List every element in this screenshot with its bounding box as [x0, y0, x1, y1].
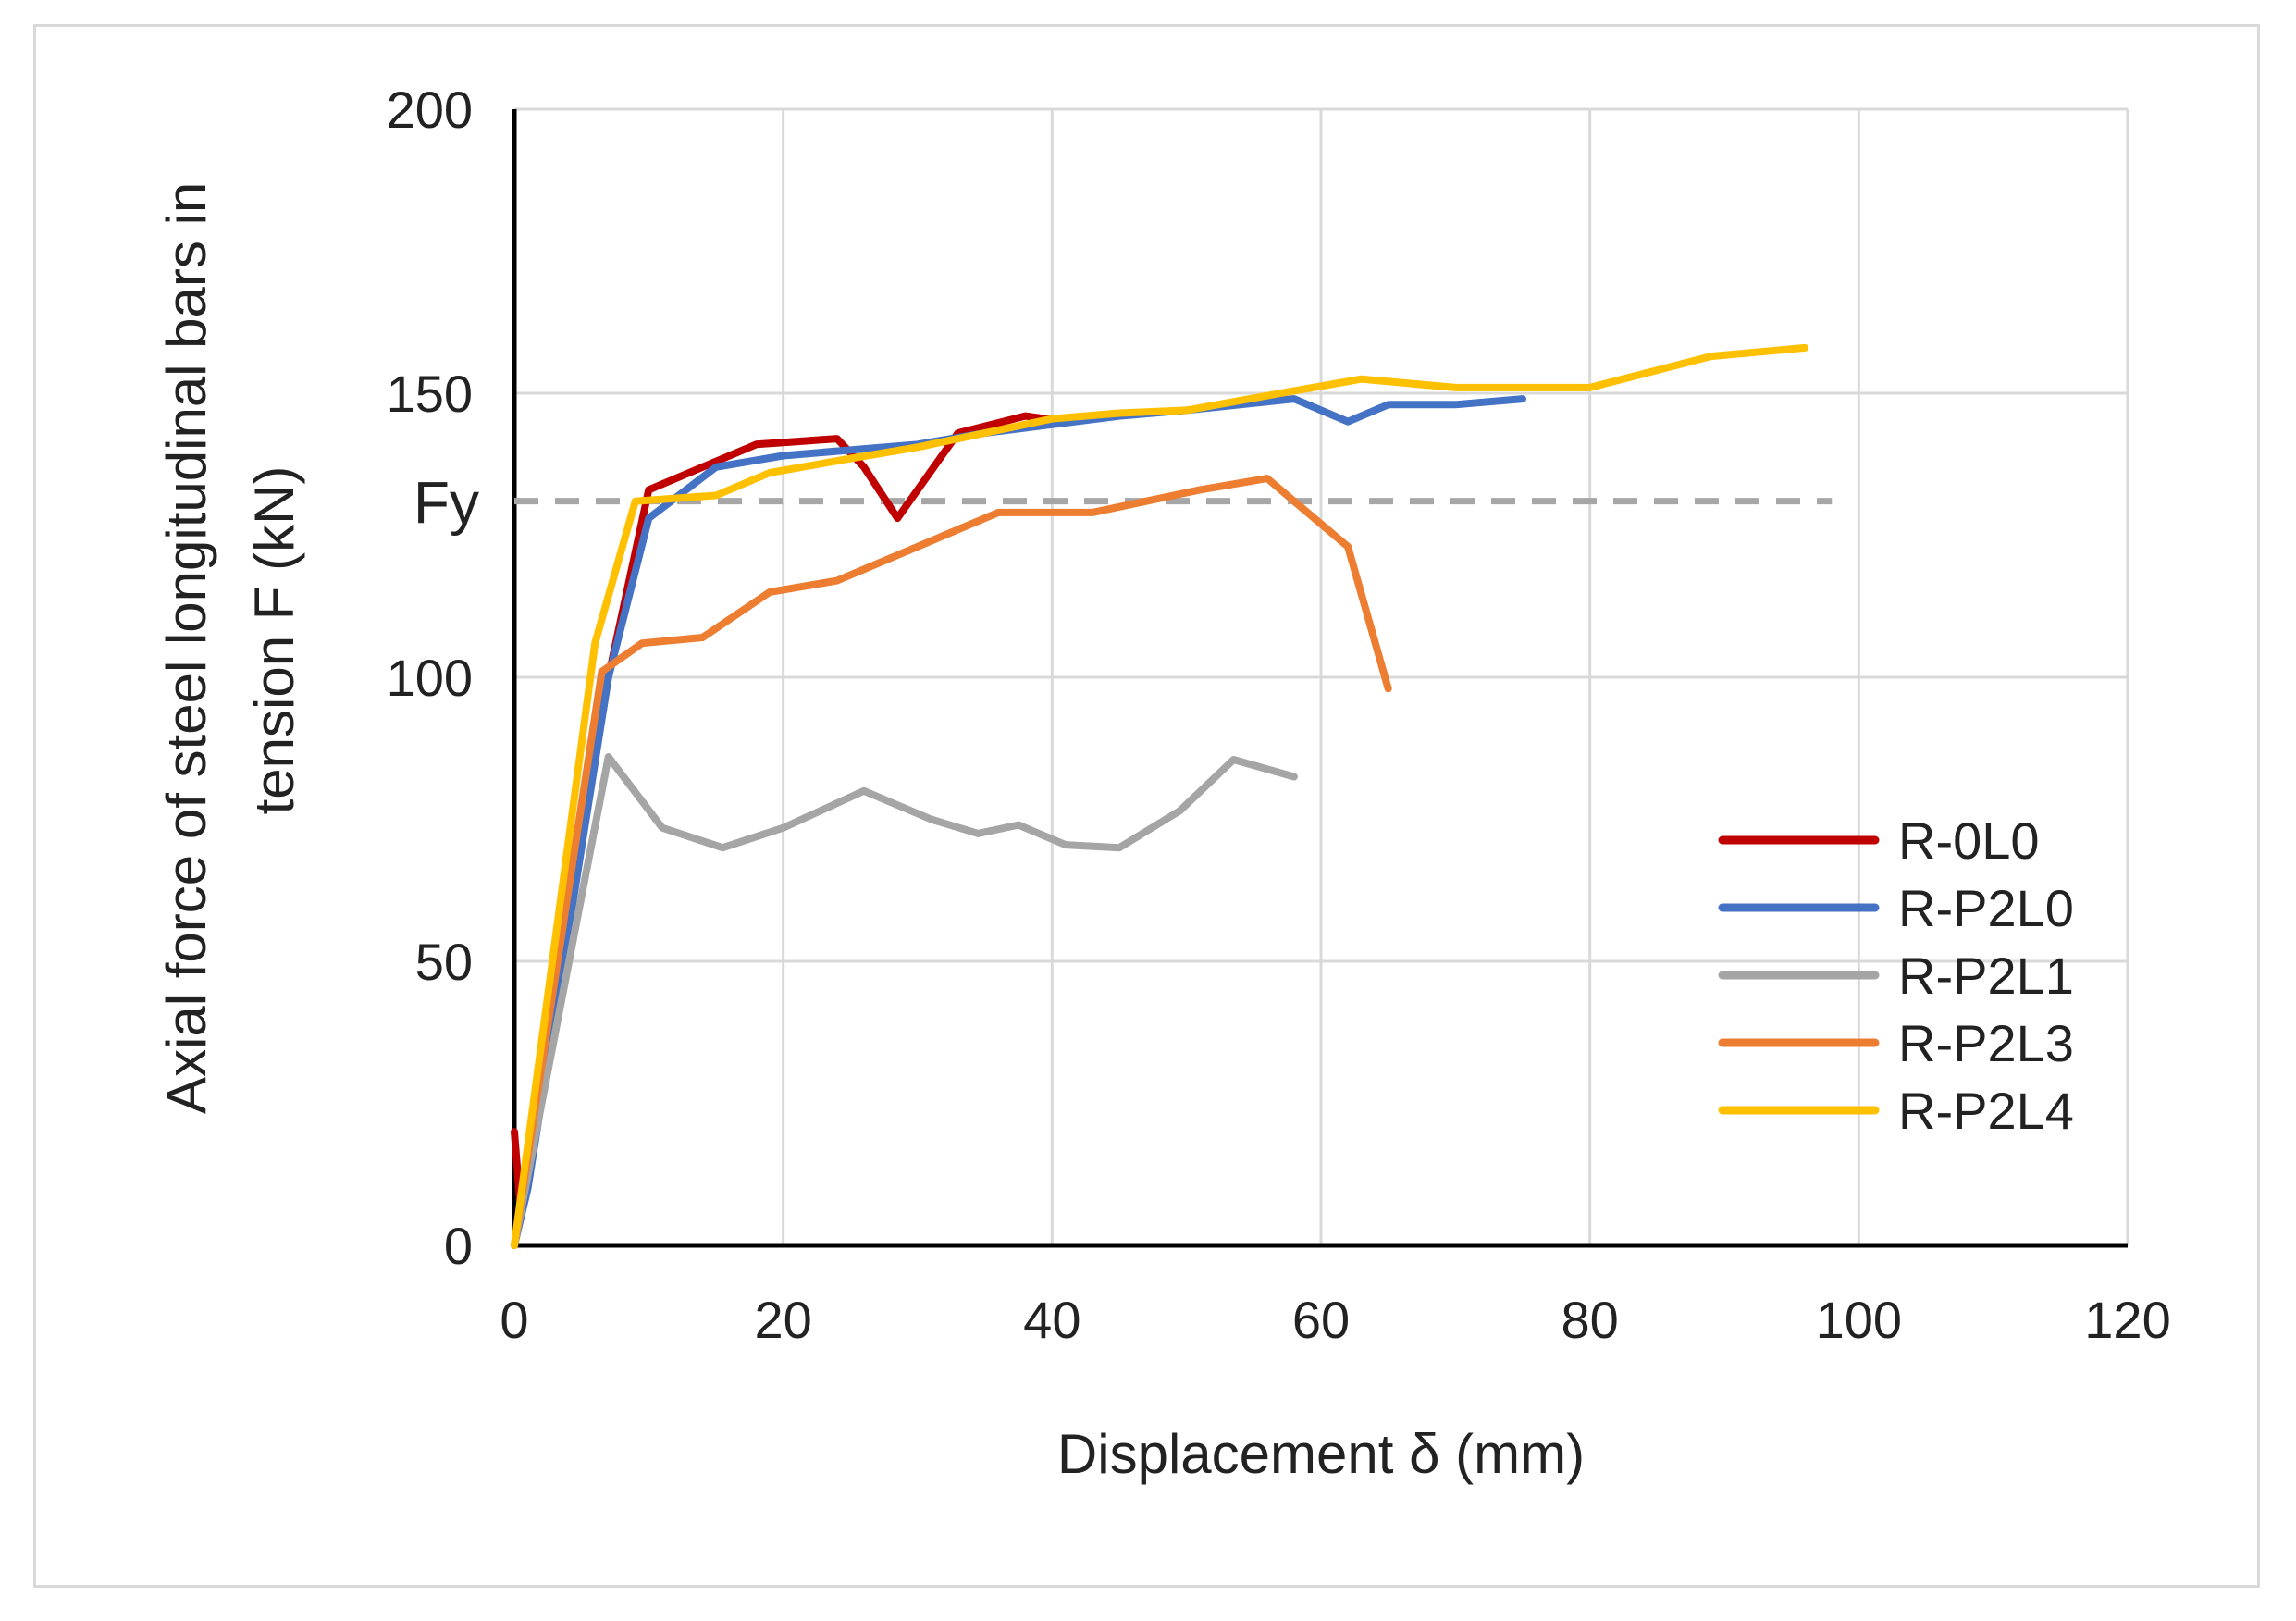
- x-tick-label: 60: [1292, 1291, 1350, 1349]
- x-tick-label: 100: [1816, 1291, 1902, 1349]
- series-line-r-p2l3: [511, 475, 1392, 1249]
- legend-label: R-P2L3: [1898, 1014, 2074, 1072]
- series-line-r-p2l1: [511, 753, 1298, 1249]
- y-tick-label: 150: [387, 365, 473, 423]
- series-layer: [511, 343, 1809, 1249]
- legend-label: R-0L0: [1898, 811, 2040, 870]
- chart-frame: [33, 24, 2260, 1588]
- x-axis-title: Displacement δ (mm): [1057, 1423, 1585, 1485]
- gridlines: [514, 107, 2129, 1245]
- y-tick-label: 0: [444, 1217, 473, 1275]
- yield-reference: Fy: [414, 470, 1833, 537]
- legend-label: R-P2L1: [1898, 947, 2074, 1005]
- y-axis-title-line-1: Axial force of steel longitudinal bars i…: [155, 182, 217, 1114]
- x-tick-label: 20: [755, 1291, 812, 1349]
- y-tick-labels: 0 50 100 150 200: [387, 80, 473, 1275]
- x-tick-label: 120: [2084, 1291, 2170, 1349]
- x-tick-label: 80: [1562, 1291, 1619, 1349]
- legend: R-0L0 R-P2L0 R-P2L1 R-P2L3 R-P2L4: [1718, 811, 2074, 1140]
- y-tick-label: 200: [387, 80, 473, 139]
- legend-label: R-P2L0: [1898, 879, 2074, 937]
- x-tick-label: 0: [500, 1291, 528, 1349]
- x-tick-labels: 0 20 40 60 80 100 120: [500, 1291, 2170, 1349]
- y-tick-label: 50: [415, 933, 473, 991]
- y-axis-title-line-2: tension F (kN): [243, 466, 305, 815]
- legend-label: R-P2L4: [1898, 1082, 2074, 1140]
- y-axis-title: Axial force of steel longitudinal bars i…: [155, 167, 305, 1114]
- series-line-r-p2l4: [511, 343, 1809, 1249]
- fy-reference-label: Fy: [414, 470, 479, 537]
- x-tick-label: 40: [1023, 1291, 1080, 1349]
- y-tick-label: 100: [387, 649, 473, 707]
- axes: [512, 109, 2128, 1248]
